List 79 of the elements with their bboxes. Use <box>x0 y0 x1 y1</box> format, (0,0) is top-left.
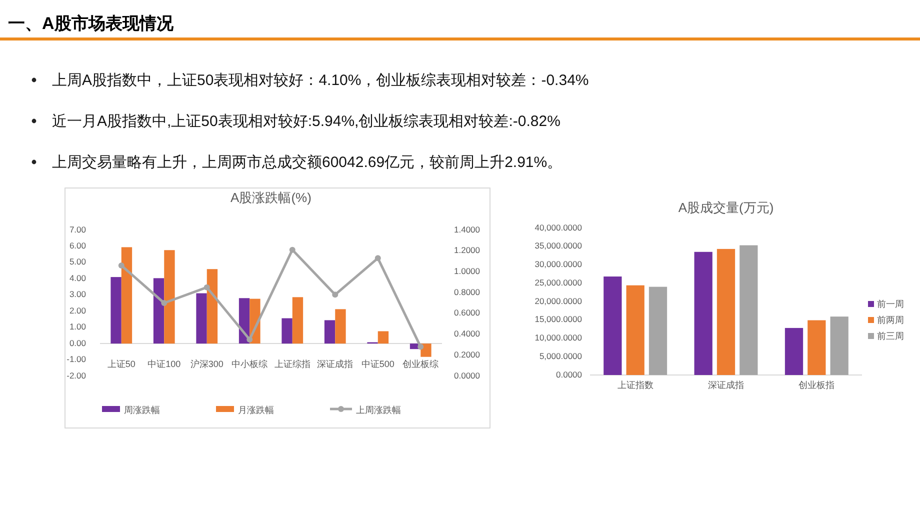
bar <box>121 247 132 344</box>
y-tick-label: 30,000.0000 <box>534 259 582 269</box>
y2-tick-label: 1.2000 <box>454 245 480 256</box>
x-tick-label: 中小板综 <box>232 358 268 369</box>
bar <box>206 269 218 344</box>
bar <box>420 344 432 357</box>
y-tick-label: 0.00 <box>69 338 86 348</box>
chart-title: A股成交量(万元) <box>678 200 774 215</box>
point <box>204 284 210 290</box>
x-tick-label: 深证成指 <box>317 358 354 369</box>
y2-tick-label: 0.2000 <box>454 349 480 360</box>
y-tick-label: 10,000.0000 <box>534 332 582 342</box>
chart-title: A股涨跌幅(%) <box>230 190 312 205</box>
x-tick-label: 中证100 <box>148 358 181 369</box>
y-tick-label: 1.00 <box>69 322 86 332</box>
y-tick-label: 35,000.0000 <box>534 240 582 251</box>
x-tick-label: 上证50 <box>107 358 136 369</box>
legend-label: 周涨跌幅 <box>124 405 160 415</box>
bar <box>784 328 804 375</box>
y2-tick-label: 0.6000 <box>454 308 480 318</box>
bar <box>740 245 758 375</box>
bar <box>378 331 389 344</box>
y-tick-label: -2.00 <box>66 370 86 380</box>
bar <box>164 250 175 344</box>
point <box>418 344 424 350</box>
legend-label: 前三周 <box>877 331 904 341</box>
x-tick-label: 创业板综 <box>402 358 439 369</box>
y-tick-label: 0.0000 <box>556 369 582 380</box>
bar <box>808 320 826 375</box>
y2-tick-label: 1.4000 <box>454 224 480 234</box>
y-tick-label: 25,000.0000 <box>534 277 582 288</box>
y-tick-label: 15,000.0000 <box>534 314 582 324</box>
bar <box>110 277 122 344</box>
legend-label: 上周涨跌幅 <box>356 405 401 415</box>
point <box>118 262 124 268</box>
bar <box>196 293 207 344</box>
legend-label: 月涨跌幅 <box>238 405 274 415</box>
bar <box>292 297 304 344</box>
bar <box>324 320 336 344</box>
point <box>332 292 338 298</box>
bar <box>694 252 712 375</box>
text: 一、A股市场表现情况 <box>8 14 174 33</box>
bar <box>648 286 668 375</box>
x-tick-label: 创业板指 <box>798 380 835 390</box>
y-tick-label: 6.00 <box>69 240 86 250</box>
text: 近一月A股指数中,上证50表现相对较好:5.94%,创业板综表现相对较差:-0.82% <box>52 113 560 130</box>
x-tick-label: 沪深300 <box>190 358 224 369</box>
point <box>289 246 296 253</box>
y-tick-label: 5.00 <box>69 256 86 267</box>
bar <box>716 248 736 375</box>
y2-tick-label: 1.0000 <box>454 266 480 276</box>
point <box>161 300 168 306</box>
legend-label: 前一周 <box>877 299 904 309</box>
bar <box>335 309 346 344</box>
bar <box>830 316 848 375</box>
y-tick-label: 3.00 <box>69 289 86 300</box>
bar <box>282 318 292 344</box>
y-tick-label: 20,000.0000 <box>534 296 582 306</box>
y-tick-label: 2.00 <box>69 305 86 316</box>
x-tick-label: 上证指数 <box>617 380 654 390</box>
y-tick-label: -1.00 <box>66 354 86 364</box>
bar <box>604 276 622 375</box>
y-tick-label: 5,000.0000 <box>539 350 582 361</box>
y-tick-label: 7.00 <box>69 224 86 234</box>
x-tick-label: 深证成指 <box>708 380 744 390</box>
y2-tick-label: 0.4000 <box>454 328 480 339</box>
bar <box>626 285 644 375</box>
y-tick-label: 40,000.0000 <box>534 222 582 232</box>
x-tick-label: 上证综指 <box>274 358 310 369</box>
y2-tick-label: 0.8000 <box>454 286 480 297</box>
text: 上周A股指数中，上证50表现相对较好：4.10%，创业板综表现相对较差：-0.34% <box>52 72 589 89</box>
x-tick-label: 中证500 <box>361 358 394 369</box>
point <box>246 336 253 342</box>
point <box>374 255 381 262</box>
y2-tick-label: 0.0000 <box>454 370 480 380</box>
text: 上周交易量略有上升，上周两市总成交额60042.69亿元，较前周上升2.91%。 <box>52 154 562 171</box>
legend-label: 前两周 <box>877 315 904 325</box>
bar <box>153 278 164 344</box>
y-tick-label: 4.00 <box>69 272 86 283</box>
